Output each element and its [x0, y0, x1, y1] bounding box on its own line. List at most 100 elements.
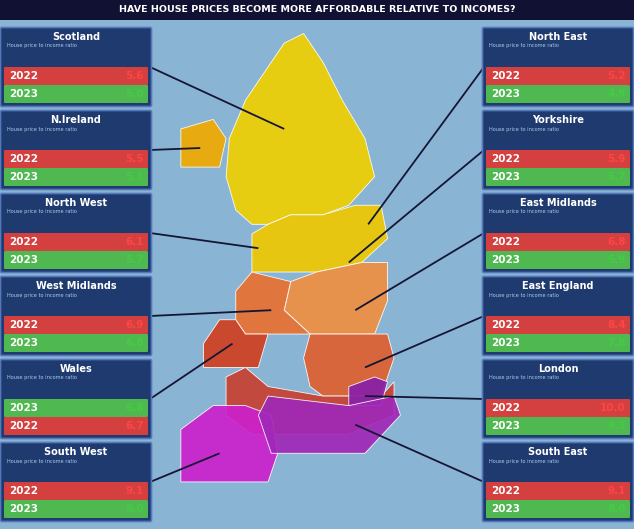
Polygon shape [284, 262, 387, 334]
Text: House price to income ratio: House price to income ratio [7, 376, 77, 380]
Text: 5.2: 5.2 [607, 71, 626, 81]
FancyBboxPatch shape [482, 28, 633, 106]
Text: East England: East England [522, 281, 594, 291]
Polygon shape [236, 272, 310, 334]
Text: 2023: 2023 [491, 338, 520, 348]
Text: 2022: 2022 [9, 320, 38, 330]
Text: South West: South West [44, 447, 108, 457]
Text: 2022: 2022 [491, 320, 520, 330]
Text: House price to income ratio: House price to income ratio [489, 293, 559, 297]
Text: East Midlands: East Midlands [520, 198, 597, 208]
Text: 2023: 2023 [9, 403, 38, 413]
Text: Scotland: Scotland [52, 32, 100, 42]
FancyBboxPatch shape [486, 233, 630, 251]
FancyBboxPatch shape [486, 150, 630, 168]
Text: 2023: 2023 [491, 255, 520, 265]
FancyBboxPatch shape [486, 168, 630, 186]
Text: 6.1: 6.1 [126, 237, 144, 247]
FancyBboxPatch shape [482, 111, 633, 189]
Text: 2022: 2022 [491, 154, 520, 164]
Text: 5.0: 5.0 [126, 89, 144, 99]
Text: 8.4: 8.4 [607, 320, 626, 330]
FancyBboxPatch shape [482, 442, 633, 522]
Text: 5.7: 5.7 [126, 255, 144, 265]
FancyBboxPatch shape [4, 417, 148, 435]
Text: House price to income ratio: House price to income ratio [7, 126, 77, 132]
Text: House price to income ratio: House price to income ratio [489, 376, 559, 380]
Text: 5.7: 5.7 [607, 172, 626, 182]
Text: House price to income ratio: House price to income ratio [489, 209, 559, 214]
Text: 6.8: 6.8 [126, 338, 144, 348]
FancyBboxPatch shape [486, 399, 630, 417]
Text: 2023: 2023 [9, 89, 38, 99]
FancyBboxPatch shape [1, 28, 152, 106]
Text: Yorkshire: Yorkshire [532, 115, 584, 125]
Text: House price to income ratio: House price to income ratio [7, 43, 77, 49]
FancyBboxPatch shape [4, 233, 148, 251]
Text: 2022: 2022 [9, 237, 38, 247]
Text: 2022: 2022 [491, 403, 520, 413]
Text: 2023: 2023 [9, 504, 38, 514]
Polygon shape [226, 368, 394, 434]
Text: 2023: 2023 [491, 89, 520, 99]
FancyBboxPatch shape [1, 194, 152, 272]
Text: 6.9: 6.9 [126, 320, 144, 330]
FancyBboxPatch shape [1, 111, 152, 189]
FancyBboxPatch shape [1, 442, 152, 522]
FancyBboxPatch shape [486, 67, 630, 85]
Text: 10.0: 10.0 [600, 403, 626, 413]
Text: 2022: 2022 [9, 71, 38, 81]
FancyBboxPatch shape [4, 67, 148, 85]
Text: 2023: 2023 [491, 421, 520, 431]
Text: HAVE HOUSE PRICES BECOME MORE AFFORDABLE RELATIVE TO INCOMES?: HAVE HOUSE PRICES BECOME MORE AFFORDABLE… [119, 5, 515, 14]
Text: House price to income ratio: House price to income ratio [7, 209, 77, 214]
FancyBboxPatch shape [4, 251, 148, 269]
Text: 2022: 2022 [9, 154, 38, 164]
Text: 5.3: 5.3 [126, 172, 144, 182]
Text: 6.8: 6.8 [607, 237, 626, 247]
Text: 2023: 2023 [491, 504, 520, 514]
Text: 2022: 2022 [491, 237, 520, 247]
FancyBboxPatch shape [1, 360, 152, 439]
Text: 5.9: 5.9 [607, 154, 626, 164]
Text: 9.1: 9.1 [607, 486, 626, 496]
Polygon shape [181, 120, 226, 167]
Text: 2022: 2022 [491, 71, 520, 81]
Text: North East: North East [529, 32, 587, 42]
Text: 2023: 2023 [9, 338, 38, 348]
FancyBboxPatch shape [486, 482, 630, 500]
Text: House price to income ratio: House price to income ratio [489, 459, 559, 463]
Text: 2022: 2022 [9, 421, 38, 431]
FancyBboxPatch shape [4, 150, 148, 168]
Text: 2023: 2023 [9, 255, 38, 265]
FancyBboxPatch shape [486, 334, 630, 352]
FancyBboxPatch shape [4, 316, 148, 334]
Text: 2022: 2022 [9, 486, 38, 496]
Polygon shape [252, 205, 387, 272]
FancyBboxPatch shape [482, 194, 633, 272]
Text: Wales: Wales [60, 364, 93, 374]
Text: London: London [538, 364, 578, 374]
FancyBboxPatch shape [482, 277, 633, 355]
FancyBboxPatch shape [486, 85, 630, 103]
Text: House price to income ratio: House price to income ratio [7, 459, 77, 463]
Polygon shape [304, 334, 394, 396]
FancyBboxPatch shape [4, 334, 148, 352]
Text: West Midlands: West Midlands [36, 281, 116, 291]
Polygon shape [226, 33, 375, 224]
FancyBboxPatch shape [1, 277, 152, 355]
Text: 4.9: 4.9 [607, 89, 626, 99]
Text: 2022: 2022 [491, 486, 520, 496]
Polygon shape [259, 396, 401, 453]
FancyBboxPatch shape [4, 85, 148, 103]
Text: 9.3: 9.3 [607, 421, 626, 431]
FancyBboxPatch shape [486, 251, 630, 269]
Text: North West: North West [45, 198, 107, 208]
Text: 7.8: 7.8 [607, 338, 626, 348]
Text: 6.8: 6.8 [126, 403, 144, 413]
Polygon shape [204, 320, 268, 368]
Text: 2023: 2023 [9, 172, 38, 182]
Text: 8.0: 8.0 [607, 504, 626, 514]
Text: 5.9: 5.9 [607, 255, 626, 265]
Text: House price to income ratio: House price to income ratio [489, 126, 559, 132]
